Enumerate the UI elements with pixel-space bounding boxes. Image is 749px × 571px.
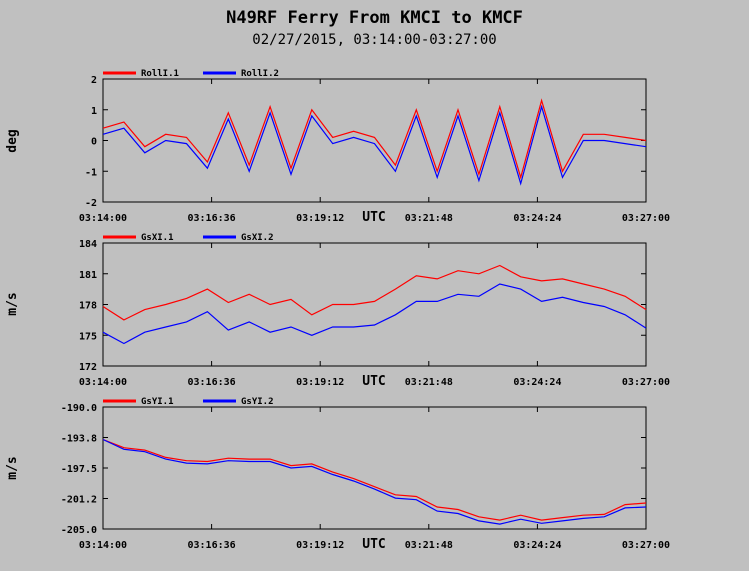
legend-label: GsYI.2 [241,397,274,407]
series-line-gsyi-1 [102,438,647,521]
x-tick-label: 03:16:36 [188,540,236,551]
y-axis-label: m/s [5,456,20,479]
y-tick-label: 1 [91,106,97,117]
y-tick-label: -190.0 [61,403,97,414]
chart-subtitle: 02/27/2015, 03:14:00-03:27:00 [252,32,497,48]
y-tick-label: 2 [91,75,97,86]
y-axis-label: m/s [5,292,20,315]
x-tick-label: 03:16:36 [188,213,236,224]
y-tick-label: -2 [85,198,97,209]
y-tick-label: -197.5 [61,464,97,475]
x-tick-label: 03:21:48 [405,540,453,551]
y-tick-label: 178 [79,301,97,312]
x-tick-label: 03:19:12 [296,540,344,551]
y-tick-label: 172 [79,362,97,373]
y-tick-label: 175 [79,331,97,342]
x-tick-label: 03:14:00 [79,540,127,551]
x-tick-label: 03:21:48 [405,213,453,224]
x-tick-label: 03:14:00 [79,213,127,224]
legend-label: GsXI.2 [241,233,274,243]
chart-panel-1: 2 1 0 -1 -2 03:14:00 03:16:36 03:19:12 03:21:48 0… [5,69,670,225]
x-tick-label: 03:16:36 [188,377,236,388]
legend-label: GsYI.1 [141,397,174,407]
x-tick-label: 03:24:24 [513,540,561,551]
x-tick-label: 03:27:00 [622,377,670,388]
legend-label: RollI.2 [241,69,279,79]
y-tick-label: -193.8 [61,434,97,445]
series-line-gsxi-1 [102,264,647,321]
x-tick-label: 03:14:00 [79,377,127,388]
x-axis-label: UTC [362,210,385,225]
x-axis-label: UTC [362,374,385,389]
x-tick-label: 03:27:00 [622,213,670,224]
legend-label: RollI.1 [141,69,179,79]
chart-title: N49RF Ferry From KMCI to KMCF [226,8,523,28]
plot-frame [102,406,647,530]
series-line-gsyi-2 [102,438,647,525]
y-axis-label: deg [5,129,20,152]
y-tick-label: 181 [79,270,97,281]
x-axis-label: UTC [362,537,385,552]
series-line-rolli-2 [102,104,647,186]
x-tick-label: 03:19:12 [296,213,344,224]
x-tick-label: 03:27:00 [622,540,670,551]
chart-panel-3: -190.0 -193.8 -197.5 -201.2 -205.0 03:14:00 03… [5,397,670,552]
x-tick-label: 03:24:24 [513,213,561,224]
x-tick-label: 03:19:12 [296,377,344,388]
y-tick-label: 0 [91,137,97,148]
chart-panel-2: 184 181 178 175 172 03:14:00 03:16:36 03:19:12 0… [5,233,670,389]
plot-frame [102,242,647,367]
series-line-rolli-1 [102,98,647,180]
y-tick-label: -201.2 [61,495,97,506]
y-tick-label: -1 [85,167,97,178]
series-line-gsxi-2 [102,283,647,345]
x-tick-label: 03:24:24 [513,377,561,388]
plot-frame [102,78,647,203]
x-tick-label: 03:21:48 [405,377,453,388]
y-tick-label: 184 [79,239,97,250]
y-tick-label: -205.0 [61,525,97,536]
legend-label: GsXI.1 [141,233,174,243]
